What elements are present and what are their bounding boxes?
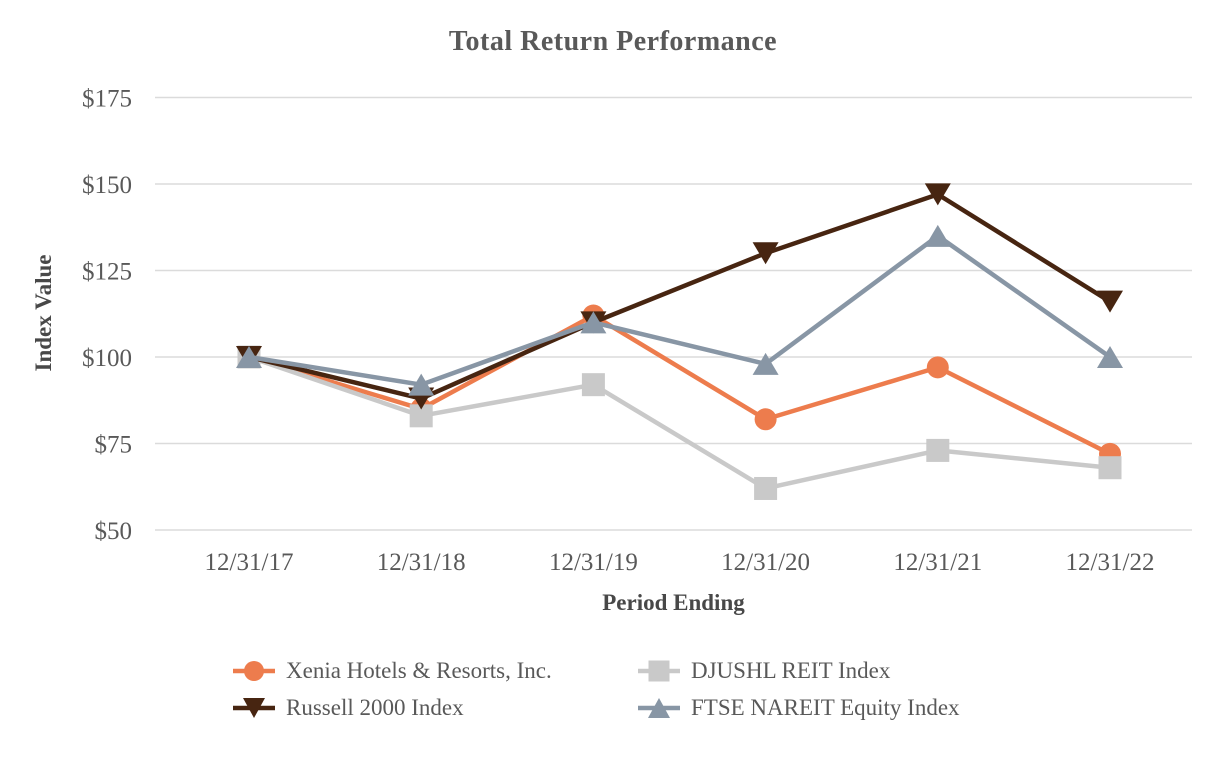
- x-tick-label: 12/31/22: [1066, 549, 1155, 576]
- y-tick-label: $175: [82, 85, 132, 112]
- y-tick-label: $50: [95, 518, 133, 545]
- x-tick-label: 12/31/21: [893, 549, 982, 576]
- y-tick-label: $150: [82, 172, 132, 199]
- triangle-up-marker: [752, 352, 779, 375]
- legend-marker-triangle-down: [233, 698, 275, 718]
- legend-marker-circle: [233, 661, 275, 681]
- circle-marker: [244, 661, 264, 681]
- x-tick-label: 12/31/17: [205, 549, 294, 576]
- square-marker: [754, 476, 778, 500]
- legend-item: FTSE NAREIT Equity Index: [638, 693, 960, 723]
- legend-label: FTSE NAREIT Equity Index: [691, 695, 960, 720]
- y-tick-label: $125: [82, 258, 132, 285]
- triangle-up-marker: [924, 224, 951, 247]
- triangle-down-marker: [1097, 290, 1123, 313]
- triangle-down-marker: [924, 183, 951, 206]
- legend-item: DJUSHL REIT Index: [638, 656, 960, 686]
- y-tick-label: $100: [82, 345, 132, 372]
- circle-marker: [754, 408, 777, 431]
- series-line: [246, 354, 1113, 491]
- square-marker: [1098, 456, 1122, 480]
- series-line: [246, 233, 1113, 387]
- y-tick-label: $75: [95, 431, 133, 458]
- legend-item: Xenia Hotels & Resorts, Inc.: [233, 656, 638, 686]
- legend-label: Russell 2000 Index: [286, 695, 464, 720]
- triangle-up-marker: [580, 311, 607, 334]
- legend-marker-square: [638, 660, 680, 682]
- chart-title: Total Return Performance: [448, 26, 778, 57]
- x-axis-title: Period Ending: [602, 590, 745, 615]
- square-marker: [581, 373, 605, 397]
- triangle-up-marker: [408, 373, 435, 396]
- legend-label: DJUSHL REIT Index: [691, 658, 891, 683]
- triangle-down-marker: [752, 242, 779, 265]
- series-line: [246, 313, 1113, 457]
- triangle-down-marker: [243, 698, 265, 718]
- x-tick-label: 12/31/19: [549, 549, 638, 576]
- legend-label: Xenia Hotels & Resorts, Inc.: [286, 658, 552, 683]
- legend-marker-triangle-up: [638, 698, 680, 718]
- series-line: [246, 192, 1113, 401]
- triangle-up-marker: [1097, 346, 1123, 368]
- square-marker: [926, 438, 950, 462]
- x-tick-label: 12/31/20: [721, 549, 810, 576]
- square-marker: [648, 660, 670, 682]
- square-marker: [409, 404, 433, 428]
- y-axis-title: Index Value: [31, 254, 56, 372]
- triangle-up-marker: [236, 346, 262, 368]
- x-tick-label: 12/31/18: [377, 549, 466, 576]
- legend: Xenia Hotels & Resorts, Inc. DJUSHL REIT …: [233, 656, 960, 723]
- series-triangle-up: [236, 224, 1123, 396]
- legend-item: Russell 2000 Index: [233, 693, 638, 723]
- circle-marker: [926, 356, 949, 379]
- triangle-up-marker: [648, 698, 670, 718]
